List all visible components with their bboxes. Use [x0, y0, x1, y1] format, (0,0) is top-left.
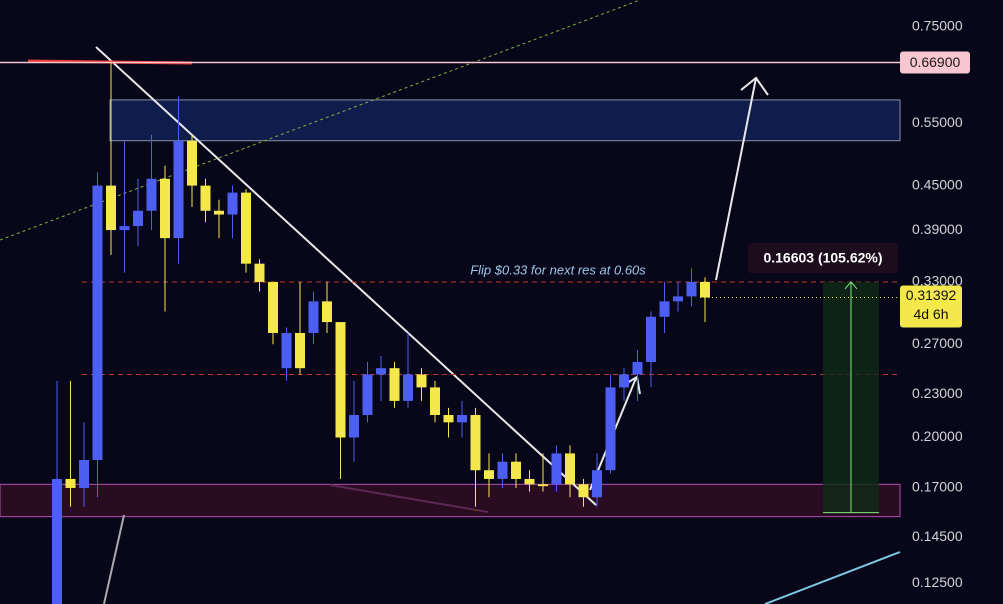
arrow-head — [740, 76, 769, 96]
candle-body — [241, 192, 251, 264]
y-tick-label: 0.20000 — [912, 428, 963, 444]
candle-body — [79, 460, 89, 488]
candle-body — [308, 301, 319, 333]
candle-body — [565, 453, 575, 485]
candle-body — [254, 263, 265, 282]
candle-body — [632, 362, 643, 375]
candle-body — [92, 185, 103, 461]
y-tick-label: 0.17000 — [912, 479, 963, 495]
price-tag-label: 0.66900 — [910, 54, 961, 70]
candle-body — [146, 178, 157, 211]
arrow — [715, 77, 757, 281]
levels — [0, 61, 900, 514]
marker-line — [329, 484, 489, 513]
candle-body — [538, 484, 548, 487]
candle-body — [551, 453, 562, 485]
candle-body — [173, 140, 184, 239]
y-tick-label: 0.27000 — [912, 335, 963, 351]
candle-body — [416, 374, 427, 388]
y-tick-label: 0.55000 — [912, 114, 963, 130]
candle-body — [106, 185, 116, 231]
measure-label: 0.16603 (105.62%) — [763, 250, 882, 266]
candle-body — [430, 387, 440, 416]
candle-body — [187, 140, 197, 186]
y-tick-label: 0.75000 — [912, 18, 963, 34]
overlay: 0.66900 0.16603 (105.62%) 0.31392 4d 6h — [748, 51, 970, 328]
candle-body — [484, 470, 494, 479]
candle-body — [362, 374, 373, 416]
measure-head — [844, 281, 858, 290]
candles — [52, 62, 710, 604]
candle-body — [578, 484, 589, 498]
candle-body — [295, 332, 305, 369]
candle-body — [119, 226, 130, 231]
y-tick-label: 0.23000 — [912, 385, 963, 401]
candle-body — [65, 478, 76, 488]
annotation: Flip $0.33 for next res at 0.60s — [470, 262, 646, 277]
candle-body — [200, 185, 211, 211]
candle-body — [133, 210, 143, 227]
last-price-label: 0.31392 — [906, 287, 957, 303]
price-tag — [900, 51, 970, 74]
y-tick-label: 0.45000 — [912, 176, 963, 192]
candle-body — [52, 478, 62, 604]
candle-body — [700, 281, 710, 298]
trendline — [764, 551, 901, 604]
candle-body — [335, 322, 346, 438]
candle-body — [646, 316, 656, 363]
candle-body — [686, 281, 697, 297]
y-tick-label: 0.12500 — [912, 574, 963, 590]
y-tick-label: 0.33000 — [912, 273, 963, 289]
candle-body — [592, 470, 602, 498]
candle-body — [322, 301, 332, 323]
candle-body — [673, 296, 683, 302]
candle-body — [511, 461, 521, 479]
zone — [109, 99, 901, 142]
candle-body — [605, 387, 616, 471]
candle-body — [659, 301, 670, 317]
measure-label-box — [748, 243, 898, 273]
candle-body — [349, 415, 359, 438]
candle-body — [268, 281, 278, 333]
last-price-tag — [900, 285, 962, 328]
zones — [0, 99, 901, 518]
candle-body — [457, 415, 467, 423]
candle-body — [214, 210, 224, 215]
candle-body — [470, 415, 481, 471]
candle-body — [524, 478, 535, 485]
y-tick-label: 0.14500 — [912, 528, 963, 544]
candle-body — [443, 415, 454, 423]
candle-body — [227, 192, 238, 215]
candle-body — [281, 332, 292, 369]
candle-body — [376, 368, 386, 375]
zone — [0, 483, 901, 518]
candle-body — [389, 368, 400, 401]
candle-body — [160, 178, 170, 239]
trendline — [95, 46, 597, 506]
y-tick-label: 0.39000 — [912, 221, 963, 237]
candle-body — [497, 461, 508, 479]
trendline — [103, 514, 125, 604]
candle-body — [403, 374, 413, 401]
countdown: 4d 6h — [913, 306, 948, 322]
candle-body — [619, 374, 629, 388]
